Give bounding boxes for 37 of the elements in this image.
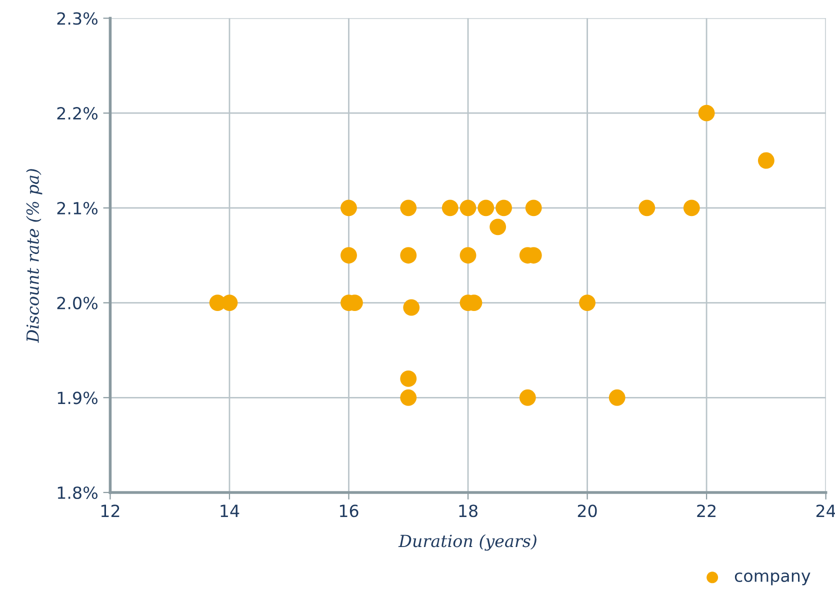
point [608,389,626,406]
point [400,389,417,406]
point [579,294,596,311]
x-tick-label: 24 [816,504,835,517]
point [490,218,506,236]
y-tick-label: 2.1% [57,202,98,215]
point [460,200,476,216]
y-tick-label: 1.8% [58,486,98,500]
point [340,247,357,264]
x-tick-label: 20 [578,504,597,518]
point [758,152,774,169]
y-tick-label: 2.2% [57,107,98,120]
point [403,299,420,316]
x-tick-label: 16 [340,504,358,518]
y-tick-label: 2.0% [57,296,98,310]
y-axis-title: Discount rate (% pa) [26,169,42,343]
y-tick-label: 1.9% [58,392,98,404]
x-axis-title: Duration (years) [398,534,536,551]
point [525,200,542,216]
x-tick-label: 14 [220,504,240,517]
point [519,389,536,406]
point [340,200,357,216]
point [698,104,715,122]
point [460,247,476,264]
y-tick-label: 2.3% [57,12,98,25]
point [683,200,700,216]
x-tick-label: 22 [697,504,716,517]
point [400,247,417,264]
point [400,370,417,387]
x-tick-label: 12 [101,504,120,517]
point [638,200,656,216]
point [442,200,458,216]
point [478,200,494,216]
point [400,200,417,216]
point [496,200,512,216]
legend-label: company [734,572,810,586]
x-tick-label: 18 [459,504,478,518]
